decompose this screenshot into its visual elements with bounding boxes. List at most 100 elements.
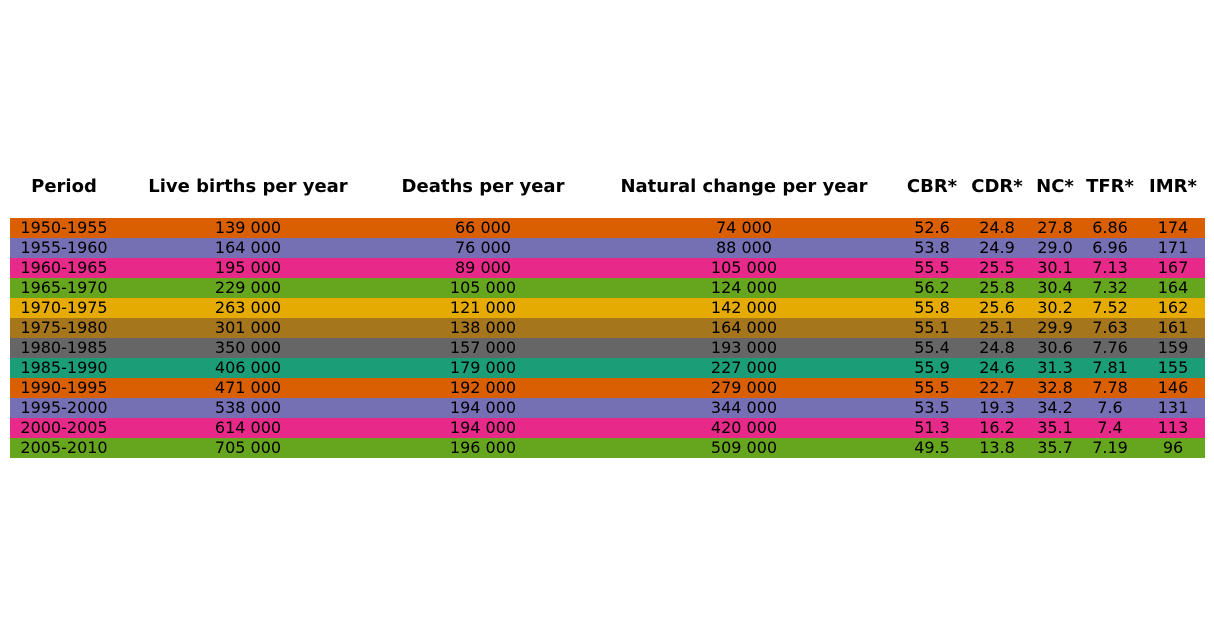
table-cell-live-births-per-year: 164 000: [214, 238, 282, 257]
table-cell-imr: 159: [1157, 338, 1189, 357]
table-cell-tfr: 7.19: [1092, 438, 1128, 457]
table-cell-deaths-per-year: 66 000: [455, 218, 511, 237]
table-cell-live-births-per-year: 229 000: [214, 278, 282, 297]
column-header-nc: NC*: [1036, 176, 1074, 197]
table-cell-cbr: 55.1: [914, 318, 950, 337]
table-row: 1965-1970 229 000 105 000 124 000 56.2 25.8 30…: [10, 278, 1205, 298]
table-cell-nc: 30.1: [1037, 258, 1073, 277]
table-cell-live-births-per-year: 406 000: [214, 358, 282, 377]
table-cell-natural-change-per-year: 279 000: [710, 378, 778, 397]
table-cell-cbr: 55.5: [914, 258, 950, 277]
table-row: 1980-1985 350 000 157 000 193 000 55.4 24.8 30…: [10, 338, 1205, 358]
table-cell-natural-change-per-year: 193 000: [710, 338, 778, 357]
table-cell-cdr: 19.3: [979, 398, 1015, 417]
table-cell-imr: 155: [1157, 358, 1189, 377]
table-cell-natural-change-per-year: 142 000: [710, 298, 778, 317]
table-cell-nc: 30.4: [1037, 278, 1073, 297]
table-cell-deaths-per-year: 138 000: [449, 318, 517, 337]
table-cell-cdr: 25.6: [979, 298, 1015, 317]
table-cell-imr: 131: [1157, 398, 1189, 417]
table-cell-cbr: 55.9: [914, 358, 950, 377]
table-cell-nc: 30.6: [1037, 338, 1073, 357]
table-cell-period: 1985-1990: [20, 358, 108, 377]
table-cell-imr: 96: [1162, 438, 1184, 457]
table-cell-imr: 171: [1157, 238, 1189, 257]
table-cell-live-births-per-year: 195 000: [214, 258, 282, 277]
table-cell-tfr: 7.78: [1092, 378, 1128, 397]
table-cell-live-births-per-year: 139 000: [214, 218, 282, 237]
table-cell-period: 1970-1975: [20, 298, 108, 317]
table-cell-cbr: 53.8: [914, 238, 950, 257]
table-cell-cbr: 55.8: [914, 298, 950, 317]
table-row: 1985-1990 406 000 179 000 227 000 55.9 24.6 31…: [10, 358, 1205, 378]
table-cell-deaths-per-year: 179 000: [449, 358, 517, 377]
table-cell-nc: 30.2: [1037, 298, 1073, 317]
table-cell-cdr: 24.8: [979, 218, 1015, 237]
table-cell-cbr: 55.4: [914, 338, 950, 357]
table-row: 1975-1980 301 000 138 000 164 000 55.1 25.1 29…: [10, 318, 1205, 338]
table-cell-period: 1960-1965: [20, 258, 108, 277]
table-cell-cbr: 56.2: [914, 278, 950, 297]
table-cell-imr: 167: [1157, 258, 1189, 277]
table-cell-imr: 113: [1157, 418, 1189, 437]
table-cell-period: 1975-1980: [20, 318, 108, 337]
table-cell-live-births-per-year: 471 000: [214, 378, 282, 397]
table-cell-natural-change-per-year: 105 000: [710, 258, 778, 277]
table-cell-cdr: 24.9: [979, 238, 1015, 257]
table-cell-tfr: 7.6: [1097, 398, 1123, 417]
table-cell-cbr: 51.3: [914, 418, 950, 437]
table-cell-live-births-per-year: 705 000: [214, 438, 282, 457]
table-cell-period: 1955-1960: [20, 238, 108, 257]
table-cell-tfr: 7.13: [1092, 258, 1128, 277]
table-cell-period: 1965-1970: [20, 278, 108, 297]
column-header-imr: IMR*: [1149, 176, 1197, 197]
table-cell-nc: 27.8: [1037, 218, 1073, 237]
column-header-natural-change-per-year: Natural change per year: [620, 176, 868, 197]
table-row: 1995-2000 538 000 194 000 344 000 53.5 19.3 34…: [10, 398, 1205, 418]
column-header-deaths-per-year: Deaths per year: [401, 176, 565, 197]
table-cell-deaths-per-year: 76 000: [455, 238, 511, 257]
table-cell-natural-change-per-year: 74 000: [716, 218, 772, 237]
table-cell-natural-change-per-year: 124 000: [710, 278, 778, 297]
table-cell-cbr: 53.5: [914, 398, 950, 417]
table-cell-nc: 31.3: [1037, 358, 1073, 377]
table-cell-tfr: 7.81: [1092, 358, 1128, 377]
table-cell-imr: 161: [1157, 318, 1189, 337]
table-cell-nc: 29.9: [1037, 318, 1073, 337]
table-cell-nc: 34.2: [1037, 398, 1073, 417]
table-cell-period: 1990-1995: [20, 378, 108, 397]
table-cell-cdr: 24.6: [979, 358, 1015, 377]
table-cell-cdr: 22.7: [979, 378, 1015, 397]
table-cell-period: 1980-1985: [20, 338, 108, 357]
table-row: 2005-2010 705 000 196 000 509 000 49.5 13.8 35…: [10, 438, 1205, 458]
table-row: 1970-1975 263 000 121 000 142 000 55.8 25.6 30…: [10, 298, 1205, 318]
table-cell-live-births-per-year: 614 000: [214, 418, 282, 437]
table-cell-period: 1950-1955: [20, 218, 108, 237]
table-cell-tfr: 7.63: [1092, 318, 1128, 337]
table-cell-natural-change-per-year: 164 000: [710, 318, 778, 337]
table-cell-nc: 32.8: [1037, 378, 1073, 397]
table-cell-cdr: 24.8: [979, 338, 1015, 357]
table-cell-cdr: 25.8: [979, 278, 1015, 297]
column-header-cdr: CDR*: [971, 176, 1023, 197]
table-cell-tfr: 6.86: [1092, 218, 1128, 237]
table-cell-deaths-per-year: 194 000: [449, 398, 517, 417]
table-cell-deaths-per-year: 121 000: [449, 298, 517, 317]
table-cell-cdr: 25.1: [979, 318, 1015, 337]
table-cell-imr: 164: [1157, 278, 1189, 297]
table-cell-cdr: 13.8: [979, 438, 1015, 457]
table-cell-live-births-per-year: 301 000: [214, 318, 282, 337]
table-cell-deaths-per-year: 194 000: [449, 418, 517, 437]
table-cell-imr: 174: [1157, 218, 1189, 237]
table-cell-deaths-per-year: 196 000: [449, 438, 517, 457]
table-cell-cbr: 52.6: [914, 218, 950, 237]
table-cell-deaths-per-year: 105 000: [449, 278, 517, 297]
table-row: 1990-1995 471 000 192 000 279 000 55.5 22.7 32…: [10, 378, 1205, 398]
table-cell-live-births-per-year: 538 000: [214, 398, 282, 417]
table-row: 1950-1955 139 000 66 000 74 000 52.6 24.8 27.8…: [10, 218, 1205, 238]
table-cell-period: 1995-2000: [20, 398, 108, 417]
table-cell-tfr: 6.96: [1092, 238, 1128, 257]
table-cell-natural-change-per-year: 227 000: [710, 358, 778, 377]
column-header-tfr: TFR*: [1086, 176, 1134, 197]
